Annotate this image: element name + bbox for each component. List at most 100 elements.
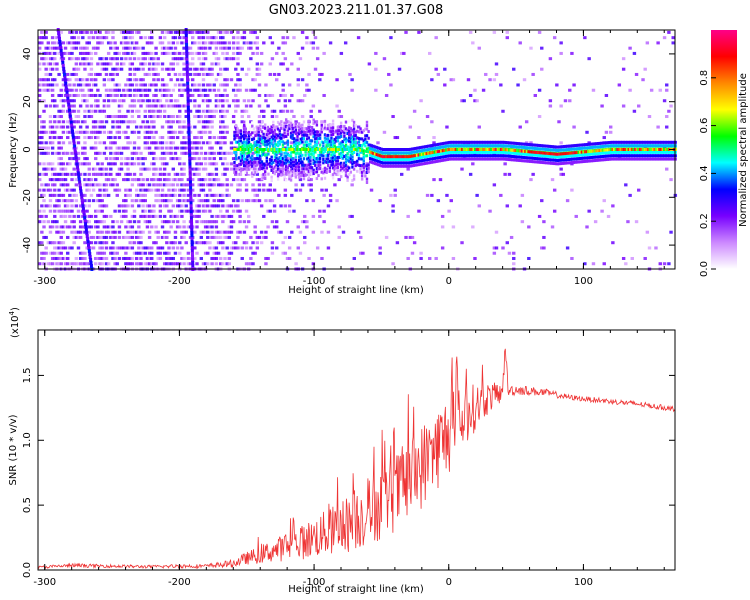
- spectrogram-cell: [55, 262, 59, 266]
- spectrogram-cell: [357, 143, 361, 147]
- spectrogram-cell: [234, 67, 238, 71]
- spectrogram-cell: [260, 136, 264, 140]
- spectrogram-cell: [359, 164, 362, 168]
- spectrogram-cell: [419, 99, 423, 103]
- spectrogram-cell: [291, 123, 294, 127]
- spectrogram-cell: [100, 120, 104, 124]
- spectrogram-cell: [362, 162, 365, 166]
- spectrogram-cell: [89, 72, 94, 76]
- spectrogram-cell: [150, 178, 154, 182]
- spectrogram-cell: [124, 209, 128, 213]
- spectrogram-cell: [574, 214, 578, 218]
- spectrogram-cell: [216, 99, 221, 103]
- spectrogram-cell: [242, 220, 247, 224]
- spectrogram-cell: [134, 262, 139, 266]
- spectrogram-cell: [96, 235, 100, 239]
- spectrogram-cell: [124, 46, 128, 50]
- spectrogram-cell: [440, 159, 443, 163]
- spectrogram-cell: [495, 154, 498, 158]
- spectrogram-cell: [145, 214, 150, 218]
- spectrogram-cell: [231, 199, 236, 203]
- spectrogram-cell: [244, 225, 249, 229]
- spectrogram-cell: [465, 144, 469, 148]
- spectrogram-cell: [482, 157, 485, 161]
- spectrogram-cell: [512, 148, 516, 152]
- spectrogram-cell: [50, 262, 55, 266]
- spectrogram-cell: [303, 220, 307, 224]
- spectrogram-cell: [76, 246, 81, 250]
- spectrogram-cell: [255, 241, 260, 245]
- spectrogram-cell: [59, 209, 63, 213]
- spectrogram-cell: [244, 160, 247, 164]
- spectrogram-cell: [265, 148, 268, 151]
- spectrogram-cell: [352, 130, 356, 134]
- spectrogram-cell: [208, 141, 212, 145]
- spectrogram-cell: [147, 115, 152, 119]
- spectrogram-cell: [380, 164, 383, 168]
- spectrogram-cell: [162, 167, 167, 171]
- spectrogram-cell: [543, 151, 546, 155]
- spectrogram-cell: [78, 235, 83, 239]
- spectrogram-cell: [158, 104, 163, 108]
- spectrogram-cell: [182, 188, 186, 192]
- spectrogram-cell: [42, 30, 46, 34]
- spectrogram-cell: [538, 147, 542, 151]
- spectrogram-cell: [46, 83, 51, 87]
- spectrogram-cell: [278, 142, 281, 146]
- spectrogram-cell: [309, 148, 312, 151]
- spectrogram-cell: [344, 120, 348, 124]
- spectrogram-cell: [218, 209, 223, 213]
- spectrogram-cell: [87, 41, 91, 45]
- spectrogram-cell: [474, 144, 477, 148]
- spectrogram-cell: [122, 30, 126, 34]
- spectrogram-cell: [381, 161, 385, 165]
- spectrogram-cell: [284, 121, 288, 125]
- spectrogram-cell: [83, 130, 87, 134]
- spectrogram-cell: [214, 51, 219, 55]
- spectrogram-cell: [335, 139, 338, 143]
- spectrogram-cell: [89, 30, 94, 34]
- spectrogram-cell: [76, 78, 81, 82]
- spectrogram-cell: [417, 156, 420, 160]
- spectrogram-cell: [143, 167, 147, 171]
- spectrogram-cell: [206, 193, 210, 197]
- spectrogram-cell: [362, 159, 365, 163]
- spectrogram-cell: [268, 161, 272, 165]
- spectrogram-cell: [98, 193, 102, 197]
- spectrogram-cell: [100, 172, 104, 176]
- spectrogram-cell: [337, 125, 341, 129]
- spectrogram-cell: [212, 162, 216, 166]
- spectrogram-cell: [188, 256, 193, 260]
- spectrogram-cell: [496, 157, 500, 161]
- spectrogram-cell: [197, 241, 201, 245]
- spectrogram-cell: [247, 171, 251, 175]
- spectrogram-cell: [364, 144, 367, 148]
- spectrogram-cell: [216, 62, 221, 66]
- spectrogram-cell: [322, 151, 325, 155]
- spectrogram-cell: [263, 163, 267, 167]
- spectrogram-cell: [206, 93, 210, 97]
- spectrogram-cell: [239, 162, 243, 166]
- spectrogram-cell: [182, 256, 186, 260]
- spectrogram-cell: [336, 172, 340, 176]
- spectrogram-cell: [199, 178, 204, 182]
- spectrogram-cell: [229, 251, 234, 255]
- spectrogram-cell: [327, 148, 330, 151]
- spectrogram-cell: [109, 157, 113, 161]
- spectrogram-cell: [285, 109, 290, 113]
- spectrogram-cell: [182, 225, 186, 229]
- spectrogram-cell: [218, 125, 223, 129]
- spectrogram-cell: [333, 151, 336, 155]
- spectrogram-cell: [378, 157, 382, 161]
- spectrogram-cell: [438, 159, 441, 163]
- spectrogram-cell: [322, 148, 325, 151]
- spectrogram-cell: [223, 30, 227, 34]
- spectrogram-cell: [538, 157, 542, 161]
- spectrogram-cell: [512, 145, 516, 149]
- spectrogram-cell: [506, 154, 509, 158]
- spectrogram-cell: [119, 104, 124, 108]
- spectrogram-cell: [311, 214, 316, 218]
- spectrogram-cell: [104, 256, 109, 260]
- spectrogram-cell: [327, 143, 330, 147]
- spectrogram-cell: [291, 127, 294, 131]
